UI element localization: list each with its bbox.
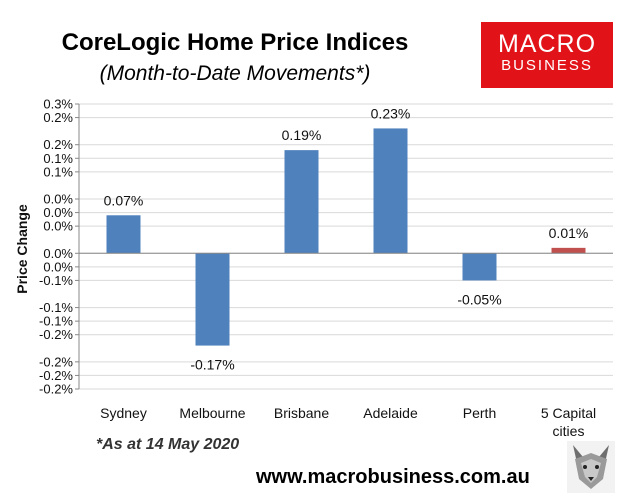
bar	[195, 253, 230, 346]
category-label: Perth	[463, 405, 496, 421]
data-label: 0.19%	[282, 127, 322, 143]
data-label: 0.01%	[549, 225, 589, 241]
macrobusiness-logo: MACRO BUSINESS	[481, 22, 613, 88]
y-tick-label: 0.0%	[43, 219, 73, 234]
bar	[462, 253, 497, 281]
bars	[106, 128, 586, 346]
bar	[551, 247, 586, 254]
y-tick-label: 0.2%	[43, 110, 73, 125]
y-tick-label: 0.0%	[43, 192, 73, 207]
data-label: 0.07%	[104, 192, 144, 208]
y-tick-label: -0.2%	[39, 368, 73, 383]
y-tick-label: 0.0%	[43, 205, 73, 220]
data-label: -0.05%	[457, 291, 501, 307]
y-tick-label: 0.1%	[43, 151, 73, 166]
category-label: cities	[553, 423, 585, 439]
data-label: -0.17%	[190, 357, 234, 373]
y-tick-label: -0.1%	[39, 300, 73, 315]
x-axis-categories: Sydney Melbourne Brisbane Adelaide Perth 5 Ca…	[100, 405, 596, 439]
logo-line-1: MACRO	[497, 30, 597, 58]
logo-line-2: BUSINESS	[501, 57, 593, 75]
chart-subtitle: (Month-to-Date Movements*)	[99, 62, 371, 85]
footnote: *As at 14 May 2020	[96, 436, 240, 453]
y-tick-label: -0.1%	[39, 314, 73, 329]
bar	[106, 215, 141, 254]
category-label: Adelaide	[363, 405, 418, 421]
data-label: 0.23%	[371, 105, 411, 121]
chart-title: CoreLogic Home Price Indices	[61, 29, 409, 56]
category-label: 5 Capital	[541, 405, 596, 421]
category-label: Brisbane	[274, 405, 329, 421]
y-tick-label: -0.1%	[39, 273, 73, 288]
data-labels: 0.07% -0.17% 0.19% 0.23% -0.05% 0.01%	[104, 105, 589, 372]
y-tick-label: 0.1%	[43, 164, 73, 179]
bar	[373, 128, 408, 254]
y-tick-label: -0.2%	[39, 327, 73, 342]
y-tick-label: 0.3%	[43, 97, 73, 112]
y-axis-ticks: 0.3%0.2%0.2%0.1%0.1%0.0%0.0%0.0%0.0%0.0%…	[39, 97, 79, 397]
bar	[284, 150, 319, 254]
y-tick-label: -0.2%	[39, 354, 73, 369]
y-tick-label: 0.0%	[43, 246, 73, 261]
wolf-icon	[567, 441, 615, 493]
category-label: Melbourne	[179, 405, 245, 421]
y-axis-label: Price Change	[14, 204, 30, 294]
category-label: Sydney	[100, 405, 147, 421]
y-tick-label: 0.0%	[43, 259, 73, 274]
y-tick-label: -0.2%	[39, 382, 73, 397]
y-tick-label: 0.2%	[43, 137, 73, 152]
gridlines	[79, 103, 613, 390]
website-url[interactable]: www.macrobusiness.com.au	[256, 466, 530, 488]
